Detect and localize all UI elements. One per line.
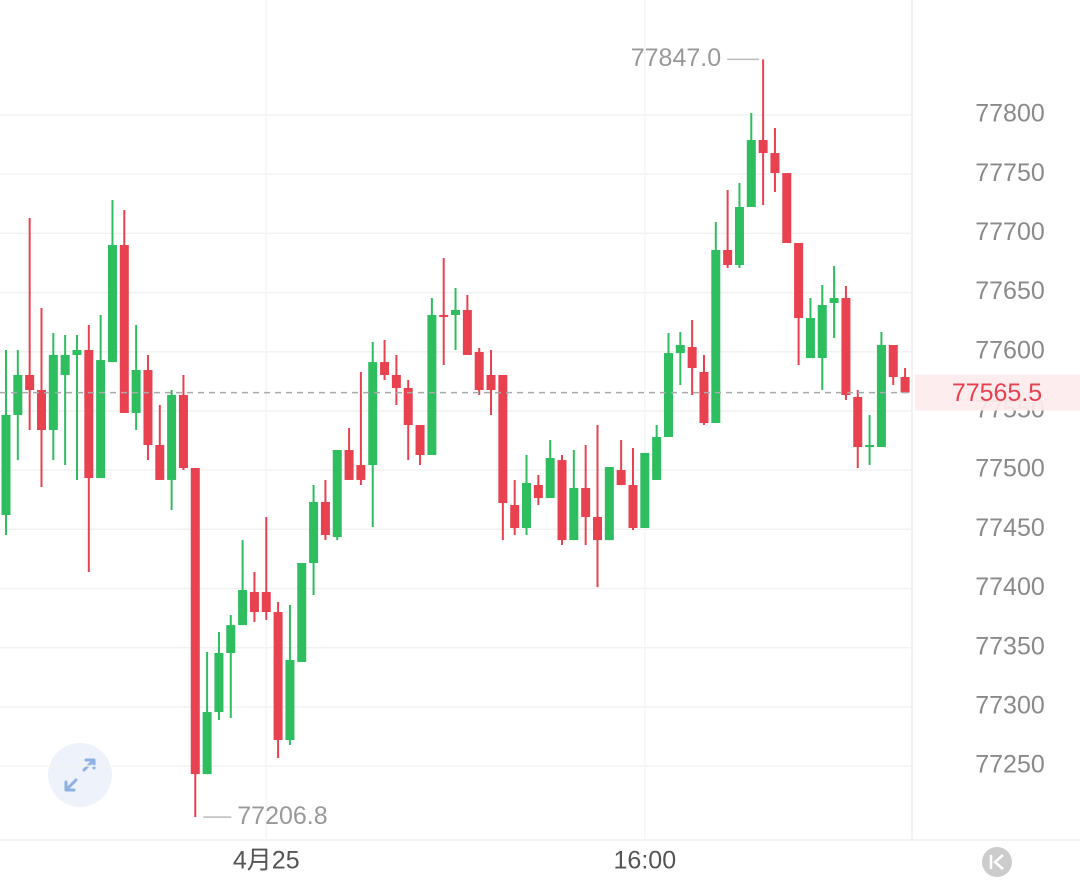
y-tick-label: 77800 [975, 100, 1045, 128]
candle-body [202, 712, 212, 775]
candle-body [309, 501, 319, 564]
candle-body [675, 345, 685, 354]
candle-body [356, 465, 366, 480]
candle-body [84, 349, 94, 479]
candle-body [391, 374, 401, 388]
candle-body [522, 483, 532, 529]
candle-body [865, 445, 875, 448]
y-tick-label: 77500 [975, 455, 1045, 483]
candle-body [640, 452, 650, 529]
low-label: 77206.8 [237, 802, 327, 830]
y-tick-label: 77250 [975, 751, 1045, 779]
candle-body [498, 374, 508, 504]
candle-body [604, 467, 614, 541]
candle-body [178, 394, 188, 468]
candle-body [439, 314, 449, 317]
candle-body [25, 374, 35, 390]
candle-body [581, 487, 591, 517]
candle-body [60, 354, 70, 375]
candle-body [888, 345, 898, 377]
candle-body [533, 485, 543, 499]
candle-body [119, 245, 129, 413]
expand-button[interactable] [48, 743, 112, 807]
x-tick-label: 16:00 [614, 847, 677, 875]
y-tick-label: 77400 [975, 573, 1045, 601]
candle-body [238, 590, 248, 626]
last-price-label: 77565.5 [952, 379, 1042, 407]
candle-body [794, 242, 804, 319]
y-tick-label: 77600 [975, 336, 1045, 364]
candle-body [249, 592, 259, 613]
scroll-end-button[interactable] [982, 847, 1012, 877]
candle-body [699, 372, 709, 424]
candle-body [261, 592, 271, 613]
candle-body [273, 612, 283, 740]
candle-body [36, 389, 46, 431]
y-tick-label: 77700 [975, 218, 1045, 246]
candle-body [805, 318, 815, 359]
candle-body [107, 245, 117, 363]
candle-body [167, 394, 177, 480]
candle-body [770, 153, 780, 174]
candle-body [451, 309, 461, 315]
candle-body [782, 173, 792, 243]
candle-body [723, 249, 733, 266]
candle-body [545, 458, 555, 499]
x-tick-label: 4月25 [233, 847, 300, 875]
candle-body [462, 309, 472, 355]
y-tick-label: 77350 [975, 632, 1045, 660]
candle-body [474, 352, 484, 390]
y-tick-label: 77300 [975, 691, 1045, 719]
candle-body [13, 374, 23, 415]
candle-body [226, 625, 236, 653]
candle-body [510, 505, 520, 529]
candle-body [368, 362, 378, 466]
candle-body [96, 360, 106, 479]
candle-body [380, 362, 390, 375]
y-tick-label: 77450 [975, 514, 1045, 542]
candle-body [853, 396, 863, 448]
candle-body [486, 374, 496, 390]
candle-body [155, 445, 165, 480]
candle-body [663, 353, 673, 437]
candle-body [143, 369, 153, 446]
candle-body [285, 659, 295, 740]
high-label: 77847.0 [631, 44, 721, 72]
candle-body [817, 305, 827, 359]
y-tick-label: 77650 [975, 277, 1045, 305]
last-price-box [915, 374, 1080, 411]
candle-body [320, 501, 330, 535]
candle-body [616, 470, 626, 486]
candle-body [758, 140, 768, 154]
candle-body [746, 140, 756, 208]
candle-body [829, 298, 839, 304]
candle-body [593, 516, 602, 541]
candle-body [72, 349, 82, 355]
candle-body [214, 652, 224, 713]
candle-body [427, 314, 437, 455]
candle-body [48, 354, 58, 431]
candle-body [403, 387, 413, 426]
candle-body [876, 345, 886, 448]
candle-body [900, 376, 910, 393]
candle-body [190, 467, 200, 775]
y-tick-label: 77750 [975, 159, 1045, 187]
candle-body [569, 487, 579, 541]
candle-body [332, 450, 342, 537]
candle-body [711, 249, 721, 424]
candle-body [131, 369, 141, 413]
candle-body [841, 298, 851, 395]
candle-body [687, 347, 697, 368]
candle-body [734, 207, 744, 266]
candle-body [652, 436, 662, 480]
candle-body [557, 460, 567, 541]
candle-body [344, 450, 354, 480]
candle-body [1, 414, 11, 515]
candle-body [628, 485, 638, 529]
candle-body [415, 425, 425, 455]
candle-body [297, 563, 307, 662]
